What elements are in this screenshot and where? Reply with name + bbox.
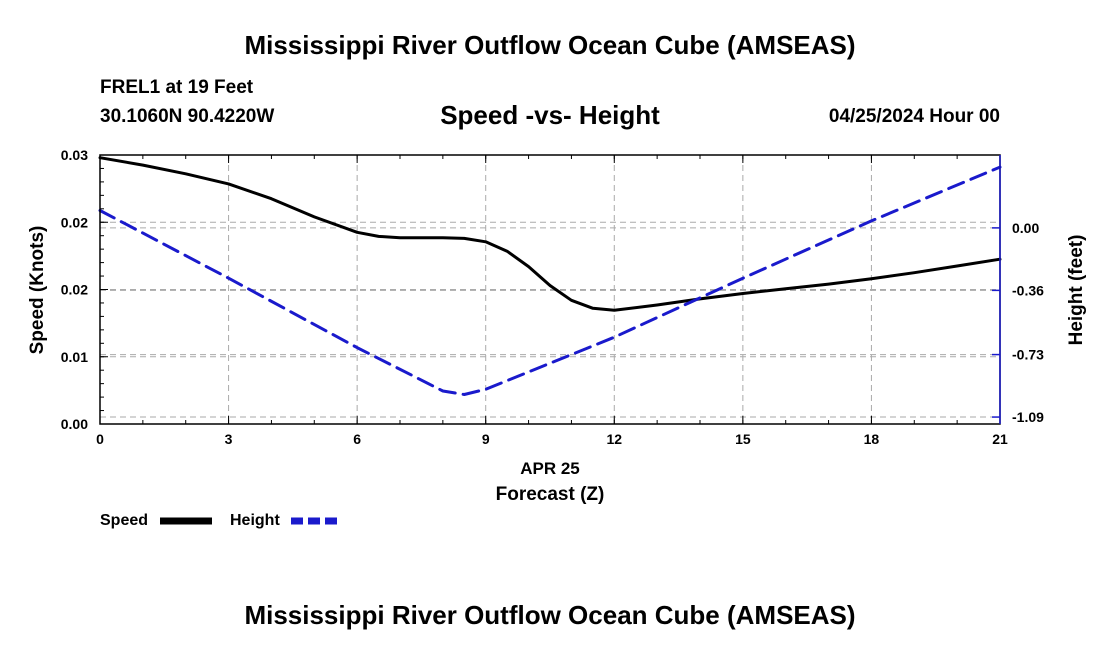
legend-height-label: Height	[230, 512, 280, 529]
x-axis-sublabel: APR 25	[520, 459, 580, 478]
axes: 0 3 6 9 12 15 18 21 0.00 0.01 0.02 0.02 0.03 0.00 -0.3…	[61, 147, 1044, 447]
legend-speed-label: Speed	[100, 512, 148, 529]
series	[98, 156, 1002, 396]
x-axis-label: Forecast (Z)	[496, 484, 605, 505]
station-name: FREL1 at 19 Feet	[100, 77, 254, 98]
legend: Speed Height	[100, 512, 342, 529]
x-tick-label: 6	[353, 431, 361, 447]
station-coords: 30.1060N 90.4220W	[100, 106, 275, 127]
y2-axis-label: Height (feet)	[1066, 235, 1087, 346]
y-axis-label: Speed (Knots)	[27, 226, 48, 355]
x-tick-label: 9	[482, 431, 490, 447]
y2-tick-label: -0.73	[1012, 347, 1044, 363]
x-tick-label: 3	[225, 431, 233, 447]
y2-tick-label: -1.09	[1012, 409, 1044, 425]
y2-tick-label: -0.36	[1012, 282, 1044, 298]
main-title: Mississippi River Outflow Ocean Cube (AM…	[244, 30, 856, 60]
height-line	[98, 165, 1002, 396]
y-tick-label: 0.01	[61, 349, 88, 365]
y2-tick-label: 0.00	[1012, 220, 1039, 236]
grid	[100, 155, 1000, 424]
footer-title: Mississippi River Outflow Ocean Cube (AM…	[244, 600, 856, 630]
x-tick-label: 21	[992, 431, 1008, 447]
chart-title: Speed -vs- Height	[440, 100, 660, 130]
x-tick-label: 12	[606, 431, 622, 447]
y-tick-label: 0.03	[61, 147, 88, 163]
x-tick-label: 15	[735, 431, 751, 447]
y-tick-label: 0.00	[61, 416, 88, 432]
y-tick-label: 0.02	[61, 282, 88, 298]
chart-date: 04/25/2024 Hour 00	[828, 106, 1000, 127]
speed-line	[98, 156, 1002, 312]
x-tick-label: 18	[864, 431, 880, 447]
x-tick-label: 0	[96, 431, 104, 447]
y-tick-label: 0.02	[61, 214, 88, 230]
